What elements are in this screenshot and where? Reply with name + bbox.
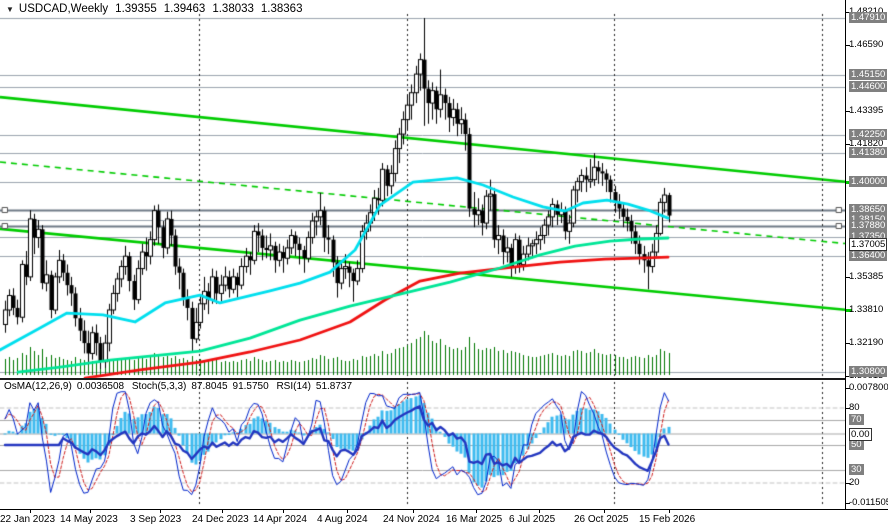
price-axis-label: 1.41820: [849, 138, 884, 150]
symbol-timeframe-label: USDCAD,Weekly: [18, 3, 109, 15]
price-axis-label: 1.42250: [849, 129, 888, 141]
price-axis-label: 1.37005: [849, 237, 888, 251]
stoch-k-value: 87.8045: [191, 381, 228, 392]
price-axis-label: 1.35385: [849, 271, 884, 283]
date-axis-tick: [604, 510, 605, 513]
price-axis-label: 1.44600: [849, 80, 888, 92]
osma-label: OsMA(12,26,9): [4, 381, 72, 392]
trendline-exit-tick: [846, 308, 852, 312]
time-axis[interactable]: 22 Jan 2023 14 May 2023 3 Sep 2023 24 Dec 2…: [0, 509, 888, 529]
axis-tick: [846, 277, 850, 278]
axis-tick: [846, 111, 850, 112]
ohlc-close: 1.38363: [260, 3, 303, 15]
date-axis-label: 15 Feb 2026: [639, 514, 696, 525]
price-axis-label: 1.30800: [849, 366, 888, 378]
price-axis-label: 70: [849, 414, 864, 425]
date-axis-tick: [90, 510, 91, 513]
date-axis-tick: [222, 510, 223, 513]
axis-tick: [846, 12, 850, 13]
price-axis-label: 1.46590: [849, 39, 884, 51]
ohlc-high: 1.39463: [163, 3, 206, 15]
price-axis-label: 1.41380: [849, 147, 888, 159]
date-axis-label: 26 Oct 2025: [574, 514, 629, 525]
price-axis-label: 80: [849, 401, 860, 413]
price-axis-label: 1.47910: [849, 12, 888, 24]
rsi-label: RSI(14): [276, 381, 311, 392]
indicator-labels: OsMA(12,26,9) 0.0036508 Stoch(5,3,3) 87.80…: [4, 381, 357, 392]
date-axis-tick: [30, 510, 31, 513]
price-axis-label: 50: [849, 439, 864, 450]
price-axis-label: 1.37350: [849, 230, 888, 242]
date-axis-label: 3 Sep 2023: [130, 514, 182, 525]
date-axis-tick: [160, 510, 161, 513]
price-axis-label: 1.38150: [849, 213, 888, 225]
axis-tick: [846, 45, 850, 46]
date-axis-label: 22 Jan 2023: [0, 514, 56, 525]
symbol-dropdown-icon[interactable]: ▼: [6, 5, 14, 14]
price-axis-label: 1.48210: [849, 6, 883, 17]
axis-tick: [846, 408, 850, 409]
date-axis-label: 24 Nov 2024: [383, 514, 440, 525]
date-axis-tick: [476, 510, 477, 513]
price-axis-label: 1.36400: [849, 250, 888, 262]
date-axis-tick: [347, 510, 348, 513]
price-axis-label: 1.33810: [849, 303, 884, 315]
subwindow-splitter[interactable]: [0, 378, 845, 380]
price-axis-label: 0.007800: [849, 382, 888, 393]
price-axis-label: 30: [849, 464, 864, 475]
price-axis-label: 1.38650: [849, 203, 888, 215]
axis-tick: [846, 343, 850, 344]
axis-tick: [846, 376, 850, 377]
osma-value: 0.0036508: [76, 381, 125, 392]
price-axis-label: 1.32190: [849, 337, 884, 349]
rsi-value: 51.8737: [315, 381, 353, 392]
stoch-d-value: 91.5750: [232, 381, 269, 392]
axis-tick: [846, 144, 850, 145]
date-axis-label: 4 Aug 2024: [317, 514, 368, 525]
axis-tick: [846, 388, 850, 389]
date-axis-tick: [539, 510, 540, 513]
price-axis-label: 0.00: [849, 427, 872, 441]
price-axis-label: 1.45150: [849, 69, 888, 81]
chart-title: ▼ USDCAD,Weekly 1.39355 1.39463 1.38033 1.383…: [6, 3, 302, 15]
price-axis-label: 20: [849, 476, 860, 488]
price-axis-label: -0.011505: [849, 497, 888, 508]
date-axis-label: 14 Apr 2024: [253, 514, 307, 525]
axis-tick: [846, 503, 850, 504]
ohlc-low: 1.38033: [212, 3, 254, 15]
date-axis-label: 24 Dec 2023: [192, 514, 249, 525]
ohlc-open: 1.39355: [115, 3, 157, 15]
stoch-label: Stoch(5,3,3): [131, 381, 187, 392]
date-axis-label: 14 May 2023: [60, 514, 118, 525]
date-axis-tick: [669, 510, 670, 513]
date-axis-label: 16 Mar 2025: [446, 514, 503, 525]
price-axis-label: 1.37880: [849, 219, 888, 231]
axis-tick: [846, 483, 850, 484]
date-axis-tick: [413, 510, 414, 513]
date-axis-label: 6 Jul 2025: [509, 514, 556, 525]
price-axis-label: 1.40000: [849, 175, 888, 187]
price-axis-label: 1.43395: [849, 105, 884, 117]
date-axis-tick: [283, 510, 284, 513]
